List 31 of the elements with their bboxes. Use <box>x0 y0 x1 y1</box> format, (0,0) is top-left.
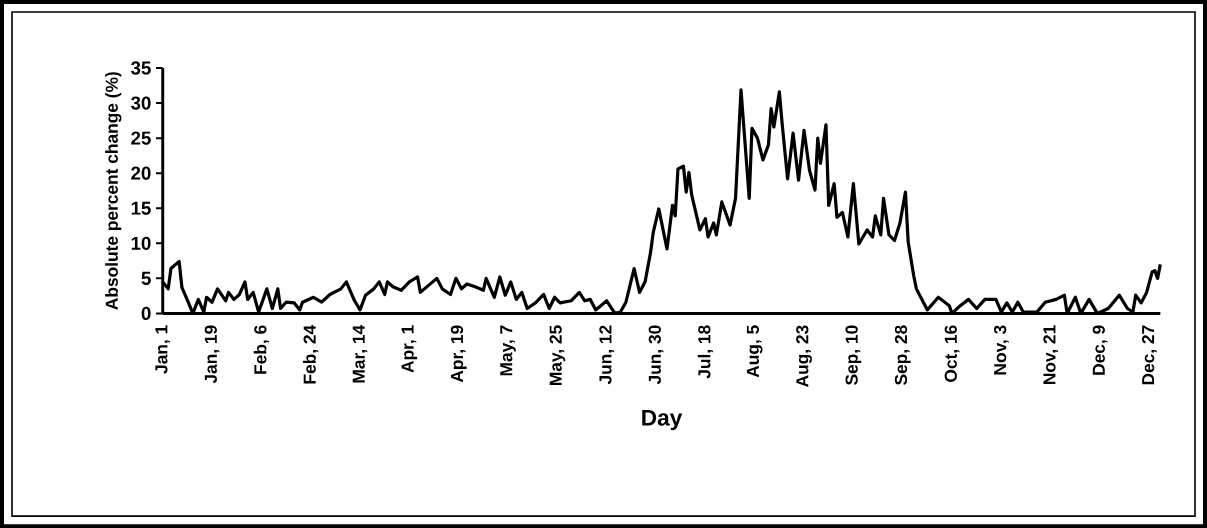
y-tick-label: 5 <box>141 271 151 285</box>
y-tick-label: 35 <box>130 61 151 75</box>
x-tick-label: Oct, 16 <box>944 325 960 382</box>
x-tick-label: Mar, 14 <box>352 324 368 383</box>
x-tick-label: Feb, 6 <box>253 325 269 374</box>
x-tick-label: Nov, 3 <box>993 325 1009 375</box>
y-tick-label: 10 <box>131 236 151 250</box>
y-tick-label: 30 <box>130 96 151 110</box>
x-tick-label: Jul, 18 <box>697 325 713 379</box>
x-tick-label: Apr, 1 <box>401 325 418 373</box>
y-tick-label: 0 <box>141 306 151 320</box>
x-tick-label: May, 25 <box>549 325 566 385</box>
x-tick-label: Aug, 23 <box>796 325 812 387</box>
x-tick-label: Dec, 9 <box>1092 325 1108 375</box>
y-tick-label: 15 <box>131 201 151 215</box>
x-tick-label: Nov, 21 <box>1043 325 1059 384</box>
x-tick-label: Sep, 10 <box>845 325 862 385</box>
y-tick-label: 20 <box>131 166 151 180</box>
x-tick-label: Apr, 19 <box>450 325 467 383</box>
x-tick-label: Dec, 27 <box>1141 325 1157 385</box>
y-tick-label: 25 <box>131 131 151 145</box>
x-tick-label: Sep, 28 <box>894 325 911 385</box>
x-tick-label: Aug, 5 <box>746 325 763 378</box>
x-axis-title: Day <box>642 409 683 431</box>
x-tick-label: Feb, 24 <box>303 324 319 384</box>
y-axis-title: Absolute percent change (%) <box>105 72 122 310</box>
x-tick-label: Jan, 1 <box>155 325 171 374</box>
x-tick-label: Jan, 19 <box>204 325 220 384</box>
x-tick-label: May, 7 <box>500 325 516 376</box>
x-tick-label: Jun, 30 <box>648 325 664 385</box>
x-tick-label: Jun, 12 <box>599 325 615 385</box>
